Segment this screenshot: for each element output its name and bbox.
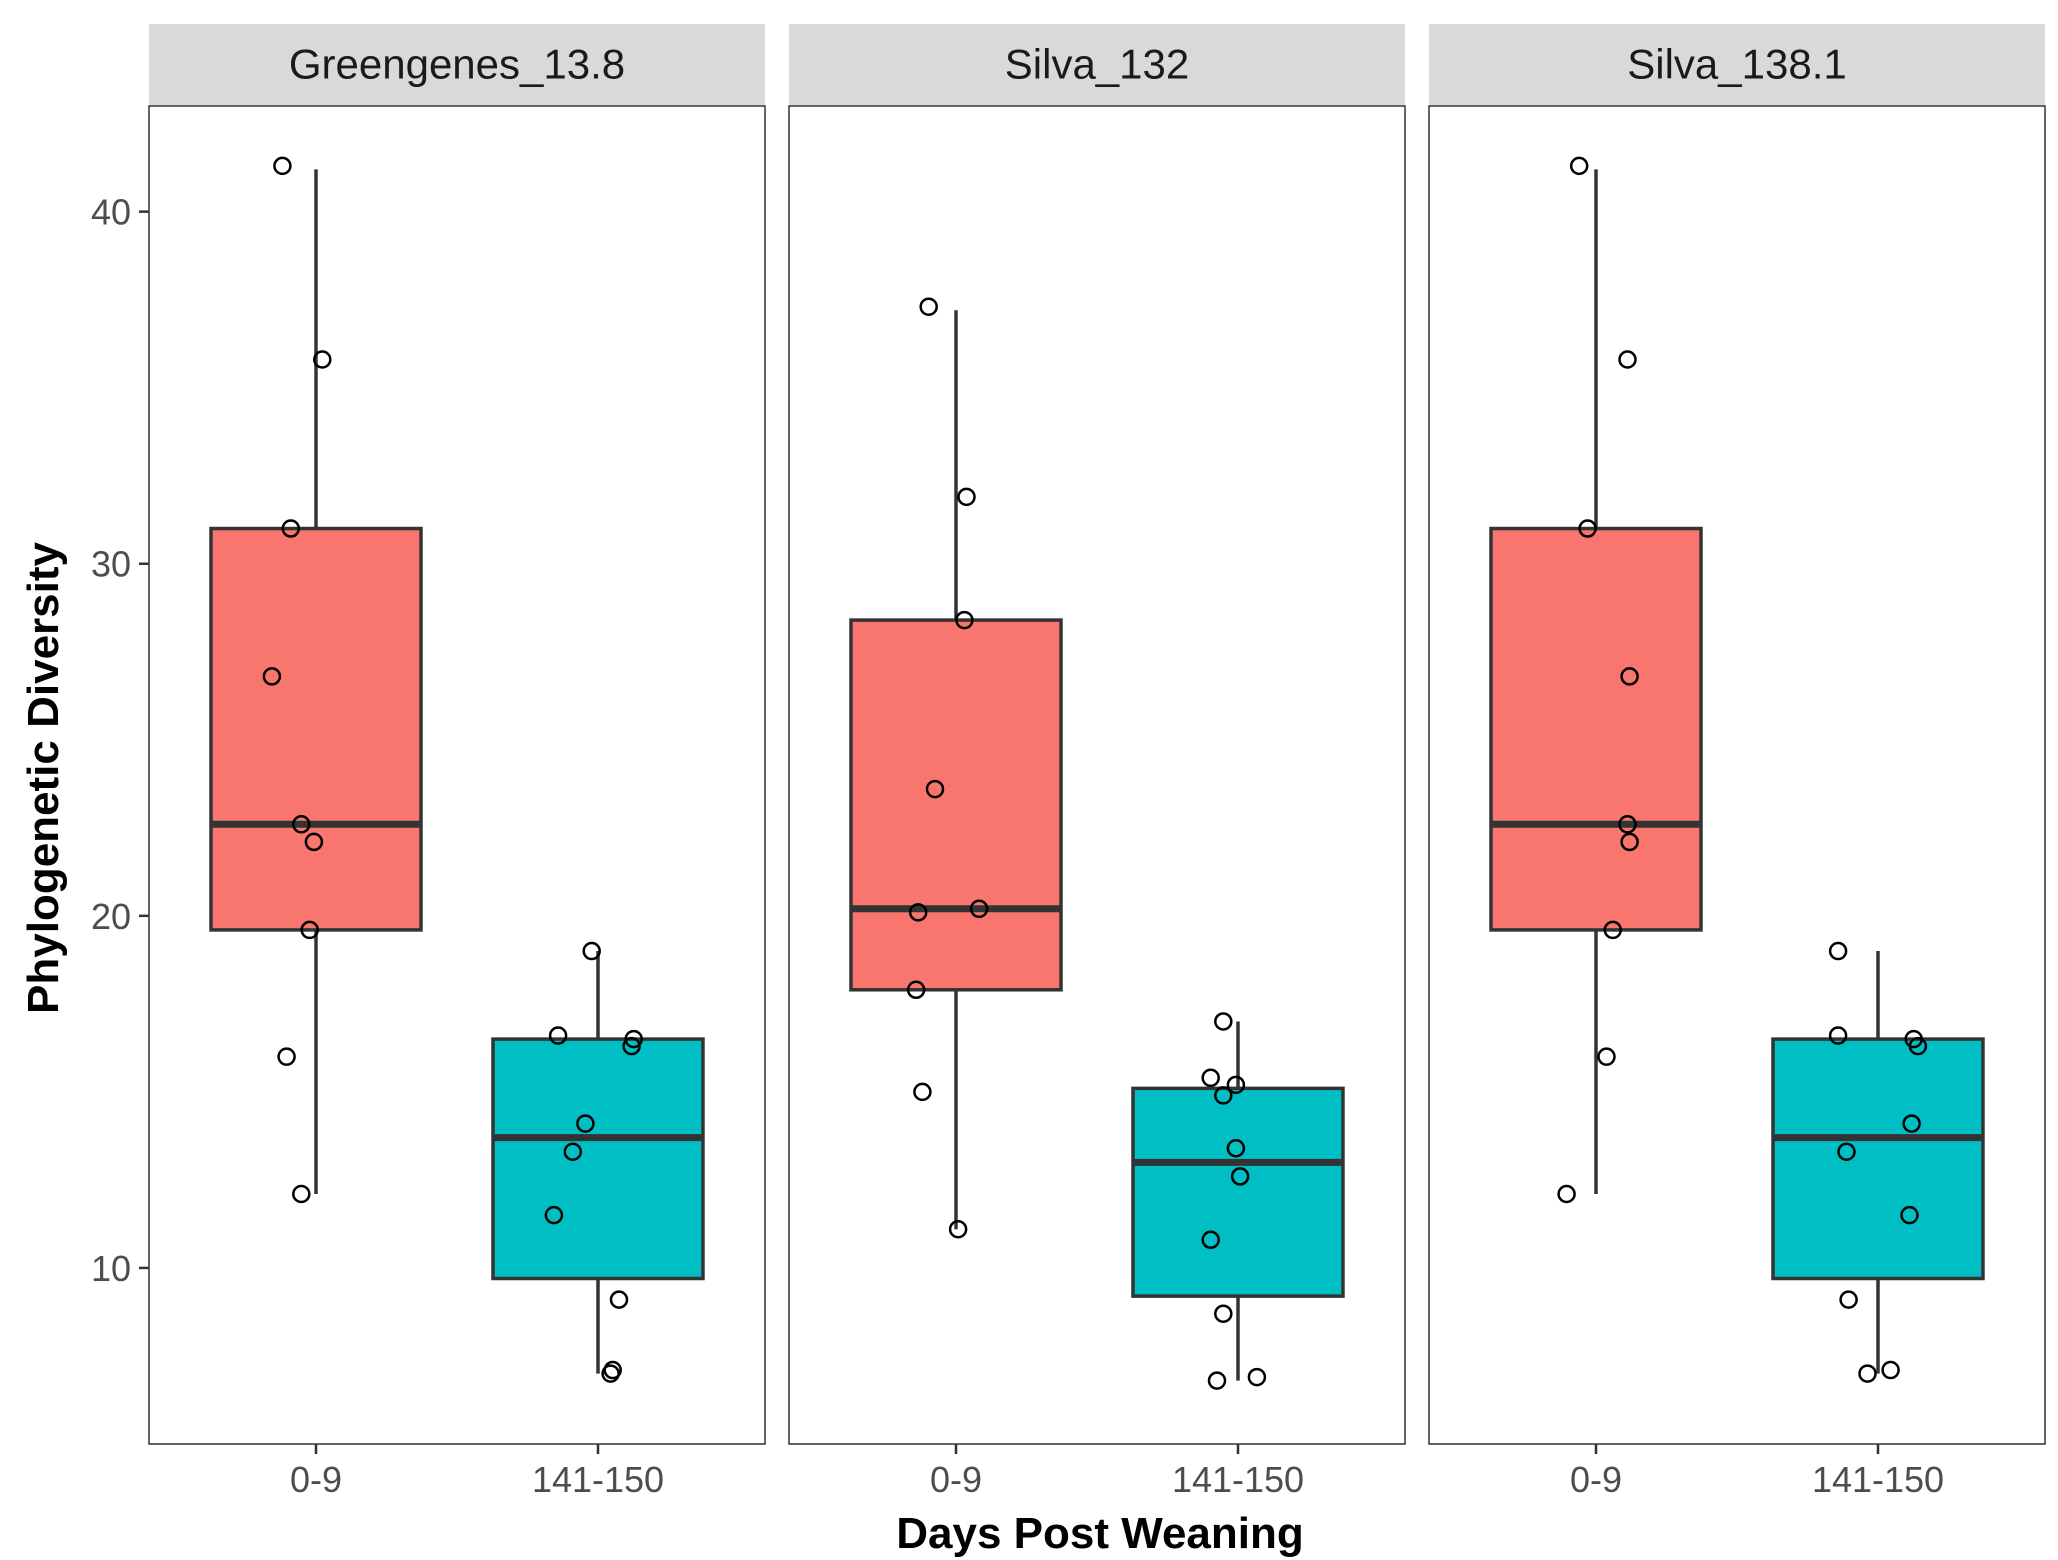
data-point xyxy=(300,920,319,940)
x-axis-title: Days Post Weaning xyxy=(896,1509,1304,1558)
data-point xyxy=(603,1360,622,1380)
data-point xyxy=(304,832,324,852)
box xyxy=(1131,1086,1345,1298)
x-tick-label: 141-150 xyxy=(532,1459,664,1500)
data-point xyxy=(273,156,292,176)
data-point xyxy=(277,1047,296,1066)
data-point xyxy=(262,667,282,686)
facet-strip-title: Greengenes_13.8 xyxy=(289,41,625,88)
data-point xyxy=(563,1142,583,1162)
y-tick-label: 20 xyxy=(91,896,131,937)
box xyxy=(1771,1037,1985,1281)
data-point xyxy=(919,297,938,316)
data-point xyxy=(1858,1364,1877,1383)
facet-strip-title: Silva_138.1 xyxy=(1627,41,1847,88)
data-point xyxy=(544,1205,564,1225)
data-point xyxy=(1214,1012,1233,1031)
facet-panel-1: Greengenes_13.8 0-9 141-150 xyxy=(148,24,766,1500)
data-point xyxy=(576,1114,595,1133)
data-point xyxy=(913,1082,932,1102)
box xyxy=(209,526,423,932)
data-point xyxy=(1214,1086,1233,1105)
facet-strip xyxy=(1429,24,2045,105)
data-point xyxy=(1881,1360,1900,1380)
data-point xyxy=(1620,832,1639,852)
facet-panel-2: Silva_132 0-9 141-150 xyxy=(788,24,1406,1500)
data-point xyxy=(1569,156,1589,176)
data-point xyxy=(1247,1367,1267,1387)
data-point xyxy=(925,779,945,799)
data-point xyxy=(1908,1036,1928,1056)
data-point xyxy=(1578,519,1597,538)
data-point xyxy=(622,1036,641,1056)
data-point xyxy=(955,610,974,630)
data-point xyxy=(1557,1184,1576,1204)
data-point xyxy=(1201,1230,1220,1250)
data-point xyxy=(908,903,928,922)
data-point xyxy=(1618,815,1637,834)
data-point xyxy=(1603,920,1623,940)
y-tick-label: 30 xyxy=(91,544,131,585)
data-point xyxy=(969,899,989,919)
data-point xyxy=(1902,1114,1921,1133)
box xyxy=(491,1037,705,1281)
data-point xyxy=(609,1290,629,1309)
x-tick-label: 0-9 xyxy=(1570,1459,1622,1500)
box xyxy=(849,618,1063,992)
facet-panel-3: Silva_138.1 0-9 141-150 xyxy=(1428,24,2046,1500)
data-point xyxy=(281,519,301,538)
data-point xyxy=(1900,1205,1919,1225)
facet-strip xyxy=(789,24,1405,105)
x-tick-label: 0-9 xyxy=(290,1459,342,1500)
facet-strip-title: Silva_132 xyxy=(1005,41,1189,88)
data-point xyxy=(1226,1138,1246,1158)
data-point xyxy=(1618,350,1637,369)
x-tick-label: 141-150 xyxy=(1172,1459,1304,1500)
data-point xyxy=(906,980,926,1000)
data-point xyxy=(313,350,332,369)
data-point xyxy=(1828,1026,1848,1045)
data-point xyxy=(1839,1290,1858,1309)
data-point xyxy=(1230,1167,1250,1186)
data-point xyxy=(1837,1142,1856,1162)
data-point xyxy=(1214,1304,1233,1323)
data-point xyxy=(948,1219,968,1239)
data-point xyxy=(548,1026,568,1045)
x-tick-label: 0-9 xyxy=(930,1459,982,1500)
y-tick-label: 10 xyxy=(91,1248,131,1289)
y-axis-title: Phylogenetic Diversity xyxy=(19,542,68,1014)
data-point xyxy=(582,941,601,961)
y-tick-label: 40 xyxy=(91,192,131,233)
data-point xyxy=(1201,1068,1220,1088)
data-point xyxy=(292,1184,311,1204)
data-point xyxy=(1226,1075,1246,1095)
data-point xyxy=(1620,667,1639,686)
data-point xyxy=(1597,1047,1616,1066)
data-point xyxy=(1828,941,1848,961)
data-point xyxy=(1207,1371,1227,1390)
facet-strip xyxy=(149,24,765,105)
data-point xyxy=(292,815,311,834)
box xyxy=(1489,526,1703,932)
data-point xyxy=(957,487,976,507)
x-tick-label: 141-150 xyxy=(1812,1459,1944,1500)
